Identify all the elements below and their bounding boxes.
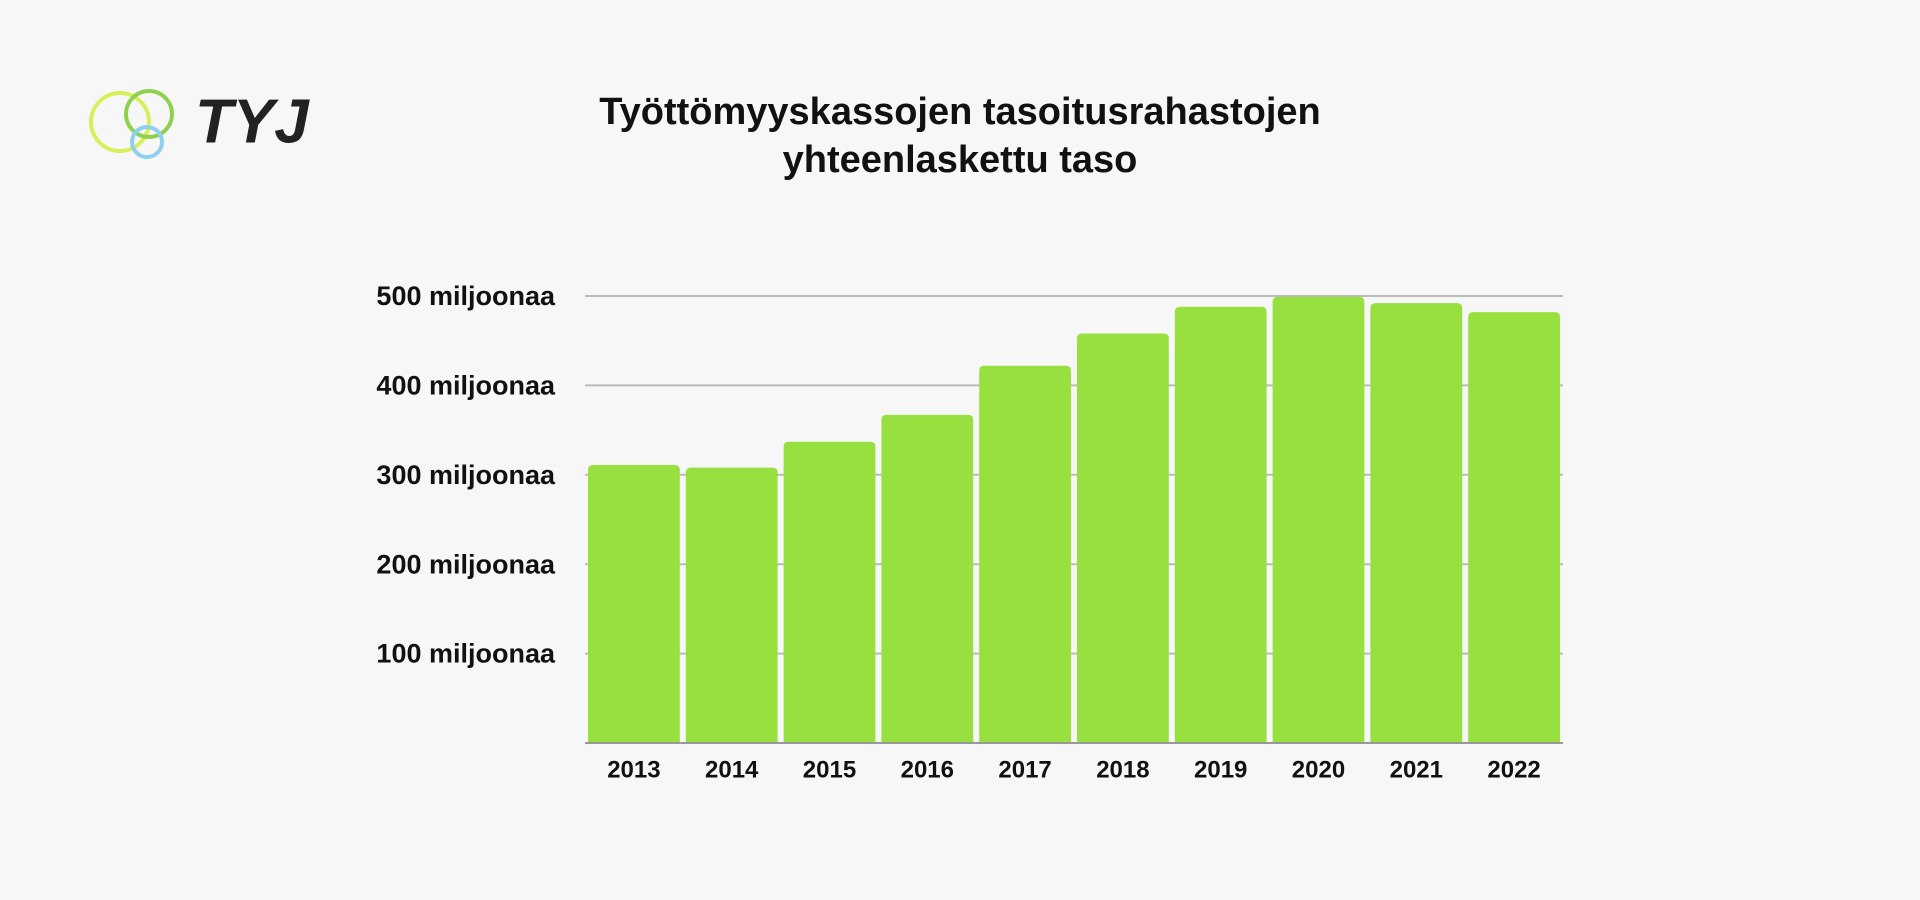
x-tick-label: 2021 bbox=[1390, 756, 1443, 783]
logo-circle bbox=[130, 125, 164, 159]
x-tick-label: 2015 bbox=[803, 756, 856, 783]
bar bbox=[1077, 333, 1169, 743]
x-tick-label: 2017 bbox=[998, 756, 1051, 783]
logo-circle bbox=[89, 91, 151, 153]
x-tick-label: 2016 bbox=[901, 756, 954, 783]
bar bbox=[588, 464, 680, 743]
x-tick-label: 2014 bbox=[705, 756, 759, 783]
x-tick-label: 2020 bbox=[1292, 756, 1345, 783]
bar bbox=[881, 414, 974, 743]
bar bbox=[1174, 306, 1267, 743]
bar bbox=[979, 365, 1071, 743]
y-tick-label: 100 miljoonaa bbox=[376, 639, 556, 669]
y-tick-label: 200 miljoonaa bbox=[376, 549, 556, 579]
bar bbox=[1370, 303, 1463, 743]
y-tick-label: 400 miljoonaa bbox=[376, 371, 556, 401]
x-tick-label: 2013 bbox=[607, 756, 660, 783]
logo: TYJ bbox=[89, 87, 310, 159]
y-tick-label: 300 miljoonaa bbox=[376, 460, 556, 490]
bar bbox=[1272, 296, 1365, 743]
x-tick-label: 2019 bbox=[1194, 756, 1247, 783]
logo-circle bbox=[124, 89, 174, 139]
bar bbox=[1468, 312, 1560, 743]
y-tick-label: 500 miljoonaa bbox=[376, 281, 556, 311]
bar bbox=[783, 441, 876, 743]
x-tick-label: 2018 bbox=[1096, 756, 1149, 783]
chart-title: Työttömyyskassojen tasoitusrahastojen yh… bbox=[599, 91, 1321, 181]
x-tick-label: 2022 bbox=[1487, 756, 1540, 783]
logo-text: TYJ bbox=[195, 87, 310, 156]
bar bbox=[685, 467, 778, 743]
